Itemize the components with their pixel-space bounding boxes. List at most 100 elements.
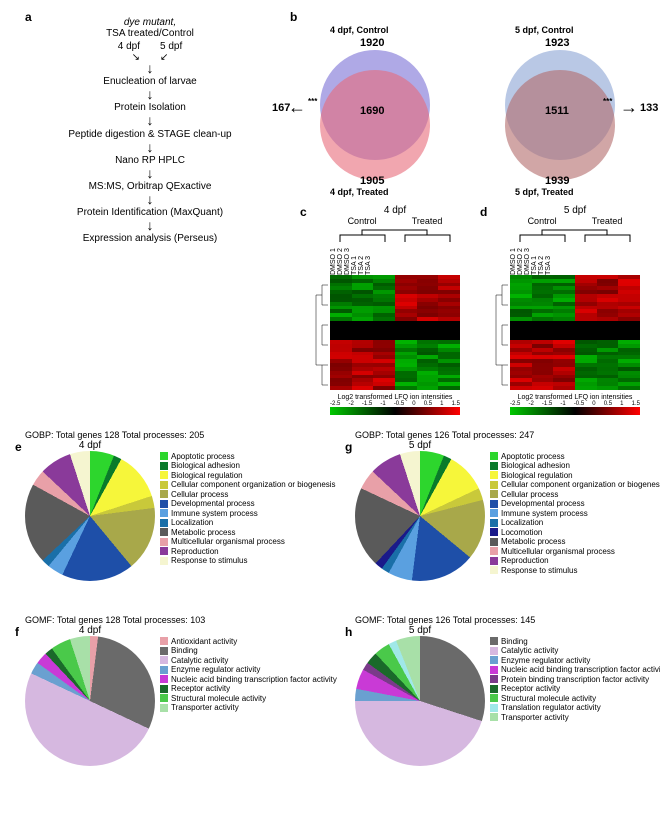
venn-container: 4 dpf, Control 1920 1690 ← 167 *** 1905 … (290, 15, 650, 195)
legend-swatch (490, 481, 498, 489)
column-label: DMSO 1 (510, 245, 517, 275)
legend-swatch (490, 694, 498, 702)
legend-item: Biological adhesion (490, 461, 660, 470)
legend-item: Biological adhesion (160, 461, 336, 470)
legend-label: Metabolic process (171, 528, 235, 537)
legend-item: Structural molecule activity (160, 694, 337, 703)
legend: BindingCatalytic activityEnzyme regulato… (490, 636, 660, 722)
venn2-bottom-n: 1939 (545, 175, 569, 187)
legend-item: Developmental process (490, 499, 660, 508)
pie-title: GOMF: Total genes 128 Total processes: 1… (25, 615, 345, 625)
legend-label: Biological adhesion (171, 461, 240, 470)
legend-swatch (160, 557, 168, 565)
pie-chart (355, 636, 485, 766)
legend: Antioxidant activityBindingCatalytic act… (160, 636, 337, 713)
venn-4dpf: 4 dpf, Control 1920 1690 ← 167 *** 1905 … (290, 15, 465, 195)
legend-item: Transporter activity (490, 713, 660, 722)
venn1-sig: *** (308, 97, 317, 106)
legend-swatch (490, 538, 498, 546)
legend-label: Enzyme regulator activity (501, 656, 590, 665)
legend-swatch (490, 675, 498, 683)
arrow-icon: ↘ (132, 52, 140, 63)
legend-swatch (160, 490, 168, 498)
panel-c-label: c (300, 205, 307, 219)
legend-swatch (160, 519, 168, 527)
legend-swatch (160, 528, 168, 536)
legend-label: Receptor activity (171, 684, 230, 693)
legend-label: Binding (171, 646, 198, 655)
arrow-down-icon: ↓ (50, 220, 250, 231)
pie-e: GOBP: Total genes 128 Total processes: 2… (25, 430, 345, 581)
legend-swatch (490, 557, 498, 565)
legend-swatch (160, 647, 168, 655)
row-dendrogram-icon (490, 275, 508, 390)
legend-swatch (160, 675, 168, 683)
legend-swatch (160, 471, 168, 479)
flow-step: Peptide digestion & STAGE clean-up (50, 129, 250, 140)
legend-item: Response to stimulus (160, 556, 336, 565)
legend-swatch (490, 666, 498, 674)
legend-swatch (490, 528, 498, 536)
pie-title: GOBP: Total genes 126 Total processes: 2… (355, 430, 660, 440)
legend-item: Locomotion (490, 528, 660, 537)
column-label: DMSO 2 (337, 245, 344, 275)
legend-label: Immune system process (501, 509, 588, 518)
legend-swatch (490, 490, 498, 498)
arrow-down-icon: ↓ (50, 168, 250, 179)
legend-label: Cellular component organization or bioge… (171, 480, 336, 489)
legend: Apoptotic processBiological adhesionBiol… (160, 451, 336, 566)
legend-label: Immune system process (171, 509, 258, 518)
legend-item: Cellular process (160, 490, 336, 499)
venn1-overlap: 1690 (360, 105, 384, 117)
legend-label: Structural molecule activity (501, 694, 596, 703)
legend-label: Response to stimulus (171, 556, 247, 565)
dendrogram-icon (330, 228, 460, 242)
legend-swatch (160, 538, 168, 546)
legend-item: Enzyme regulator activity (490, 656, 660, 665)
legend-item: Receptor activity (160, 684, 337, 693)
legend-item: Localization (160, 518, 336, 527)
color-scale: Log2 transformed LFQ ion intensities-2.5… (330, 394, 460, 415)
panel-e-label: e (15, 440, 22, 454)
legend-item: Structural molecule activity (490, 694, 660, 703)
heatmap-grid (510, 275, 640, 390)
arrow-down-icon: ↓ (50, 142, 250, 153)
legend-item: Biological regulation (160, 471, 336, 480)
legend-item: Reproduction (160, 547, 336, 556)
legend-swatch (160, 452, 168, 460)
legend-swatch (490, 566, 498, 574)
legend-label: Reproduction (501, 556, 549, 565)
pie-f: GOMF: Total genes 128 Total processes: 1… (25, 615, 345, 766)
arrow-down-icon: ↓ (50, 115, 250, 126)
legend-label: Receptor activity (501, 684, 560, 693)
legend-label: Cellular component organization or bioge… (501, 480, 660, 489)
venn1-bottom-label: 4 dpf, Treated (330, 187, 389, 197)
pie-h: GOMF: Total genes 126 Total processes: 1… (355, 615, 660, 766)
legend-item: Antioxidant activity (160, 637, 337, 646)
legend-label: Catalytic activity (171, 656, 228, 665)
legend-label: Protein binding transcription factor act… (501, 675, 649, 684)
pie-chart (25, 451, 155, 581)
legend-item: Response to stimulus (490, 566, 660, 575)
legend-label: Multicellular organismal process (501, 547, 615, 556)
legend-swatch (490, 500, 498, 508)
panel-d-label: d (480, 205, 487, 219)
legend-item: Developmental process (160, 499, 336, 508)
legend-item: Nucleic acid binding transcription facto… (160, 675, 337, 684)
legend-swatch (160, 666, 168, 674)
venn2-top-label: 5 dpf, Control (515, 25, 574, 35)
venn1-bottom-n: 1905 (360, 175, 384, 187)
venn2-out: 133 (640, 102, 658, 114)
pie-subtitle: 5 dpf (355, 625, 485, 636)
legend-label: Localization (171, 518, 213, 527)
split-left: 4 dpf (118, 41, 140, 52)
legend-swatch (160, 509, 168, 517)
legend-label: Nucleic acid binding transcription facto… (501, 665, 660, 674)
heatmap-4dpf: 4 dpfControlTreatedDMSO 1DMSO 2DMSO 3TSA… (310, 205, 460, 415)
legend-label: Antioxidant activity (171, 637, 237, 646)
pie-subtitle: 4 dpf (25, 440, 155, 451)
legend-label: Response to stimulus (501, 566, 577, 575)
legend-label: Developmental process (501, 499, 585, 508)
column-label: TSA 3 (365, 245, 372, 275)
legend-item: Localization (490, 518, 660, 527)
